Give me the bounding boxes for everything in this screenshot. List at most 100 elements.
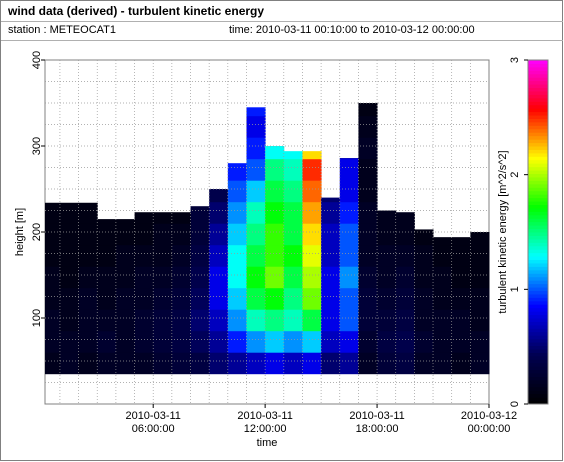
heat-cell (433, 287, 453, 310)
colorbar-step (528, 373, 548, 377)
colorbar-step (528, 352, 548, 357)
colorbar-step (528, 180, 548, 185)
heat-cell (209, 223, 229, 246)
heat-cell (59, 244, 80, 267)
y-axis-label: height [m] (14, 208, 26, 256)
heat-cell (246, 330, 266, 353)
colorbar-step (528, 142, 548, 147)
heat-cell (59, 330, 80, 353)
heat-cell (78, 352, 98, 375)
heat-cell (190, 330, 210, 353)
heat-cell (433, 237, 453, 246)
heat-cell (321, 352, 341, 375)
heat-cell (451, 287, 471, 310)
heat-cell (265, 201, 285, 224)
heat-cell (414, 287, 434, 310)
heat-cell (302, 266, 322, 289)
heat-cell (395, 212, 415, 224)
x-tick-label: 2010-03-11 18:00:00 (349, 410, 405, 435)
heat-cell (302, 330, 322, 353)
colorbar-tick-label: 1 (509, 286, 521, 292)
heat-cell (339, 266, 359, 289)
heat-cell (414, 309, 434, 332)
heat-cell (134, 223, 154, 246)
colorbar-tick-label: 2 (509, 172, 521, 178)
colorbar-step (528, 345, 548, 350)
heat-cell (302, 352, 322, 375)
heat-cell (227, 180, 247, 203)
heat-cell (78, 244, 98, 267)
heat-cell (190, 223, 210, 246)
heat-cell (78, 309, 98, 332)
heat-cell (153, 266, 173, 289)
heat-cell (470, 330, 490, 353)
heat-cell (97, 223, 117, 246)
heat-cell (246, 287, 266, 310)
heat-cell (246, 158, 266, 181)
heat-cell (246, 137, 266, 160)
heat-cell (451, 237, 471, 246)
heat-cell (358, 180, 378, 203)
colorbar-step (528, 218, 548, 223)
heat-cell (451, 330, 471, 353)
heat-cell (302, 180, 322, 203)
heat-cell (246, 115, 266, 138)
heat-cell (171, 244, 192, 267)
heat-cell (246, 352, 266, 375)
heat-cell (227, 330, 247, 353)
colorbar-step (528, 348, 548, 353)
colorbar-step (528, 280, 548, 285)
colorbar-step (528, 152, 548, 157)
heat-cell (339, 244, 359, 267)
heat-cell (283, 266, 303, 289)
colorbar-step (528, 293, 548, 298)
colorbar-step (528, 207, 548, 212)
heat-cell (433, 266, 453, 289)
heat-cell (134, 266, 154, 289)
heat-cell (470, 266, 490, 289)
colorbar-step (528, 60, 548, 64)
colorbar-step (528, 211, 548, 216)
heat-cell (171, 223, 192, 246)
heat-cell (227, 163, 247, 181)
heat-cell (59, 266, 80, 289)
colorbar-step (528, 331, 548, 336)
heat-cell (115, 330, 136, 353)
heat-cell (358, 137, 378, 160)
colorbar-frame (527, 59, 549, 405)
heat-cell (358, 244, 378, 267)
heat-cell (59, 223, 80, 246)
colorbar-label: turbulent kinetic energy [m^2/s^2] (497, 150, 509, 313)
heat-cell (377, 330, 397, 353)
heat-cell (190, 309, 210, 332)
heat-cell (265, 266, 285, 289)
title: wind data (derived) - turbulent kinetic … (8, 4, 265, 18)
heat-cell (470, 287, 490, 310)
heat-cell (227, 223, 247, 246)
heat-cell (451, 244, 471, 267)
heat-cell (283, 244, 303, 267)
heat-cell (302, 158, 322, 181)
colorbar-step (528, 80, 548, 85)
colorbar-step (528, 318, 548, 322)
heat-cell (59, 309, 80, 332)
heat-cell (190, 244, 210, 267)
colorbar-step (528, 221, 548, 226)
heat-cell (227, 266, 247, 289)
heat-cell (470, 232, 490, 246)
heat-cell (265, 146, 285, 160)
heat-cell (433, 244, 453, 267)
colorbar-step (528, 135, 548, 140)
colorbar-step (528, 176, 548, 181)
heat-cell (209, 189, 229, 203)
heat-cell (171, 352, 192, 375)
colorbar-step (528, 238, 548, 243)
heat-cell (171, 212, 192, 224)
heat-cell (302, 201, 322, 224)
colorbar-step (528, 190, 548, 195)
heat-cell (45, 223, 61, 246)
heat-cell (59, 352, 80, 375)
heat-cell (395, 244, 415, 267)
